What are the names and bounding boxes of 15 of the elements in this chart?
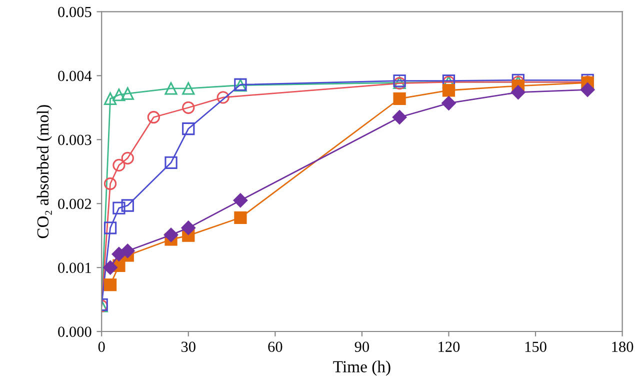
x-tick-label: 90 <box>354 342 370 352</box>
x-tick-label: 30 <box>181 342 196 352</box>
x-axis-title: Time (h) <box>333 360 390 376</box>
y-axis-title: CO₂ absorbed (mol) <box>36 105 52 238</box>
y-tick-label: 0.001 <box>58 262 91 274</box>
x-tick-label: 120 <box>438 342 460 352</box>
x-tick-label: 150 <box>525 342 546 352</box>
x-tick-label: 60 <box>268 342 282 352</box>
y-tick-label: 0.000 <box>58 326 92 338</box>
x-tick-label: 180 <box>612 342 634 352</box>
y-tick-label: 0.005 <box>58 6 92 18</box>
x-tick-label: 0 <box>98 342 105 352</box>
y-tick-label: 0.002 <box>58 198 92 210</box>
y-tick-label: 0.003 <box>58 134 92 146</box>
y-tick-label: 0.004 <box>58 70 92 82</box>
